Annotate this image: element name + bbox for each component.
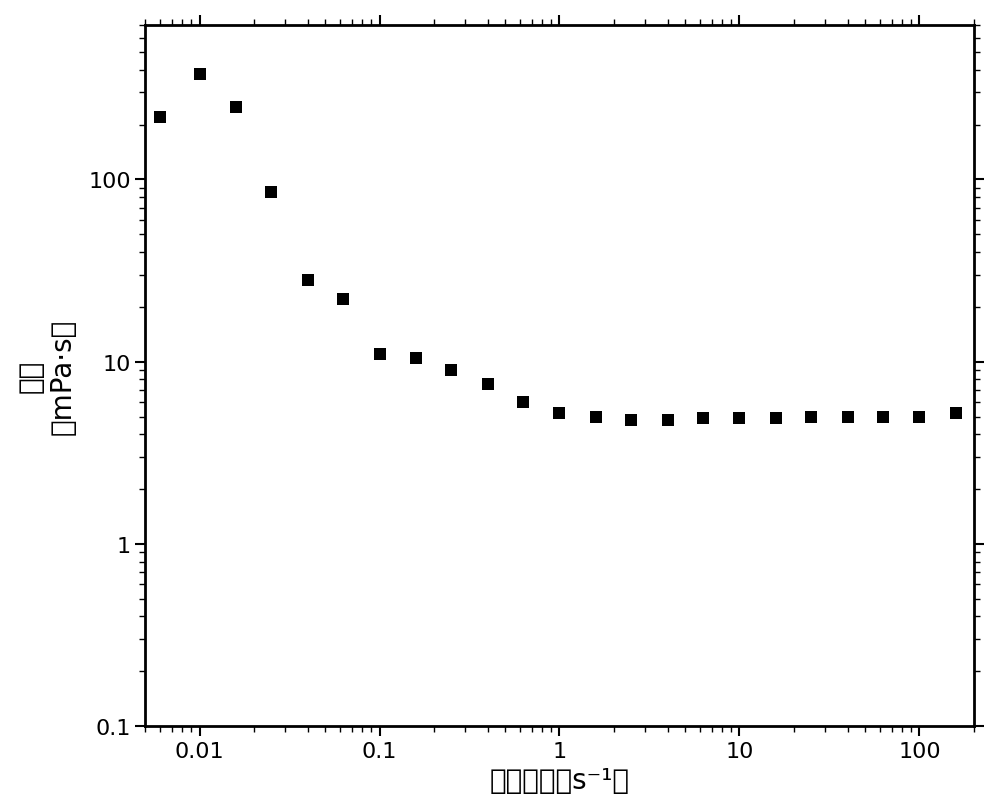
Point <box>875 410 891 423</box>
Point <box>911 410 927 423</box>
Point <box>335 294 351 307</box>
Point <box>300 274 316 287</box>
Point <box>695 412 711 425</box>
Point <box>480 379 496 392</box>
Point <box>588 410 604 423</box>
Point <box>551 407 567 420</box>
Point <box>192 68 208 81</box>
Point <box>840 410 856 423</box>
Point <box>731 412 747 425</box>
Point <box>443 364 459 377</box>
Point <box>803 410 819 423</box>
Point <box>768 412 784 425</box>
Point <box>408 352 424 365</box>
Point <box>948 407 964 420</box>
Point <box>372 348 388 361</box>
Point <box>515 396 531 409</box>
Point <box>152 111 168 124</box>
Point <box>263 187 279 200</box>
X-axis label: 剪切速率（s⁻¹）: 剪切速率（s⁻¹） <box>489 766 629 794</box>
Point <box>660 414 676 427</box>
Y-axis label: 粠度
（mPa·s）: 粠度 （mPa·s） <box>17 318 77 435</box>
Point <box>623 414 639 427</box>
Point <box>228 101 244 114</box>
